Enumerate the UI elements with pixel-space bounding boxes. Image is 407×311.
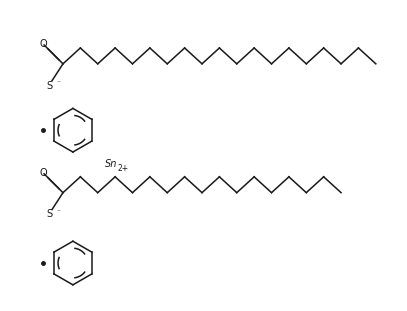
Text: O: O (39, 168, 47, 178)
Text: S: S (46, 81, 52, 91)
Text: ⁻: ⁻ (56, 207, 60, 216)
Text: S: S (46, 210, 52, 220)
Text: Sn: Sn (105, 159, 117, 169)
Text: ⁻: ⁻ (56, 78, 60, 87)
Text: O: O (39, 39, 47, 49)
Text: 2+: 2+ (118, 164, 129, 173)
